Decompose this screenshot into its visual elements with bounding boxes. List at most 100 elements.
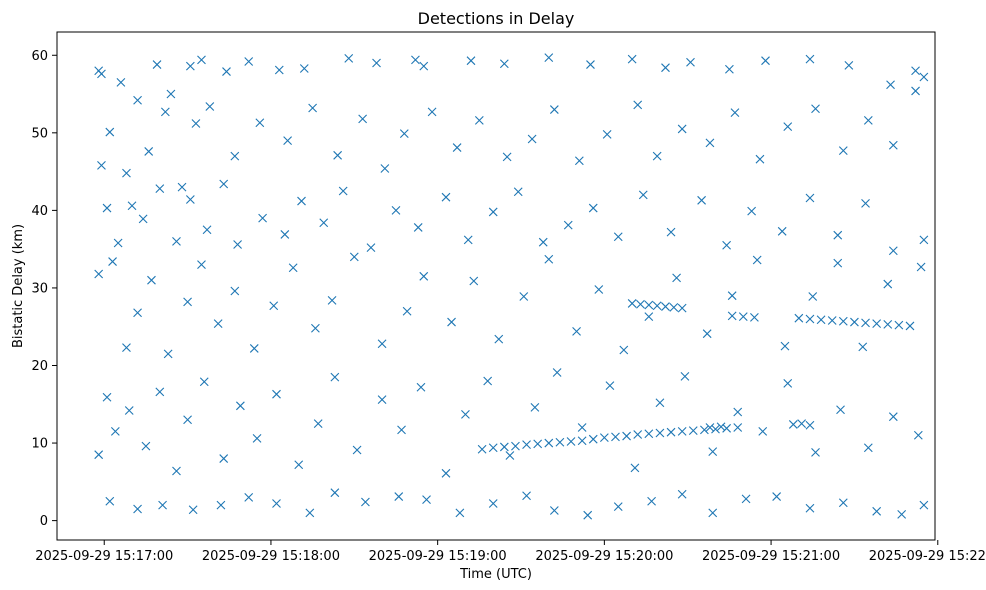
- data-point: [124, 406, 134, 415]
- data-point: [488, 207, 498, 217]
- data-point: [308, 103, 318, 113]
- data-point: [811, 447, 820, 457]
- data-point: [844, 60, 854, 70]
- x-tick-label: 2025-09-29 15:17:00: [35, 549, 173, 564]
- data-point: [533, 439, 543, 449]
- data-point: [338, 186, 348, 196]
- data-point: [333, 150, 343, 160]
- data-point: [816, 315, 826, 325]
- data-point: [872, 319, 882, 329]
- data-point: [850, 317, 859, 327]
- data-point: [919, 235, 929, 245]
- data-point: [463, 235, 473, 245]
- data-point: [94, 450, 104, 460]
- data-point: [808, 292, 818, 301]
- data-point: [419, 271, 429, 281]
- data-point: [147, 275, 156, 285]
- data-point: [155, 387, 165, 397]
- y-tick-label: 60: [31, 49, 48, 64]
- data-point: [722, 423, 732, 433]
- data-point: [205, 102, 215, 111]
- data-point: [272, 389, 281, 399]
- data-point: [538, 237, 548, 247]
- data-point: [655, 428, 665, 438]
- data-point: [344, 53, 354, 63]
- data-point: [544, 254, 554, 264]
- data-point: [222, 67, 231, 76]
- data-point: [677, 303, 687, 313]
- data-point: [549, 105, 559, 114]
- data-point: [697, 195, 706, 205]
- data-point: [752, 255, 762, 265]
- data-point: [133, 504, 142, 514]
- x-axis: 2025-09-29 15:17:00 2025-09-29 15:18:00 20…: [35, 540, 986, 564]
- x-axis-label: Time (UTC): [459, 567, 532, 582]
- data-point: [588, 434, 598, 444]
- data-point: [838, 316, 848, 326]
- data-point: [708, 447, 718, 456]
- data-point: [705, 423, 715, 432]
- data-point: [897, 510, 907, 519]
- data-point: [219, 454, 229, 463]
- data-point: [544, 53, 554, 62]
- data-point: [158, 500, 167, 510]
- data-point: [299, 64, 309, 73]
- data-point: [172, 237, 181, 246]
- data-point: [727, 311, 737, 321]
- data-point: [858, 342, 868, 352]
- data-point: [566, 437, 576, 446]
- data-point: [677, 124, 687, 134]
- data-point: [172, 466, 181, 476]
- data-point: [116, 78, 126, 87]
- data-point: [138, 214, 148, 224]
- data-point: [469, 276, 479, 286]
- data-point: [197, 55, 206, 65]
- data-point: [863, 116, 873, 125]
- data-point: [288, 263, 298, 273]
- data-point: [911, 86, 920, 96]
- data-point: [361, 497, 370, 507]
- data-point: [499, 442, 509, 452]
- data-point: [633, 430, 643, 439]
- data-point: [861, 318, 870, 328]
- data-point: [483, 376, 493, 386]
- data-point: [730, 108, 740, 118]
- data-point: [102, 392, 112, 402]
- data-point: [94, 269, 104, 279]
- data-point: [788, 420, 798, 429]
- data-point: [269, 301, 279, 311]
- data-point: [349, 252, 359, 262]
- data-point: [380, 164, 390, 173]
- data-point: [555, 437, 565, 447]
- data-point: [725, 64, 734, 74]
- data-point: [399, 129, 409, 138]
- data-point: [647, 496, 656, 506]
- data-point: [888, 412, 898, 422]
- data-point: [283, 136, 293, 145]
- data-points: [94, 53, 929, 520]
- data-point: [419, 61, 429, 71]
- data-point: [861, 199, 870, 208]
- data-point: [372, 58, 381, 68]
- data-point: [572, 326, 581, 336]
- data-point: [202, 225, 212, 235]
- data-point: [666, 227, 676, 237]
- data-point: [252, 434, 262, 443]
- data-point: [127, 201, 137, 211]
- data-point: [586, 60, 595, 69]
- data-point: [502, 152, 512, 162]
- data-point: [160, 107, 170, 117]
- data-point: [110, 427, 120, 436]
- data-point: [330, 372, 340, 382]
- data-point: [97, 69, 106, 79]
- data-point: [133, 95, 142, 105]
- y-tick-label: 0: [40, 514, 48, 529]
- data-point: [505, 451, 515, 460]
- data-point: [627, 299, 637, 308]
- data-point: [716, 422, 726, 432]
- data-point: [166, 89, 176, 99]
- data-point: [669, 302, 679, 312]
- y-tick-label: 10: [31, 437, 48, 452]
- data-point: [230, 286, 240, 296]
